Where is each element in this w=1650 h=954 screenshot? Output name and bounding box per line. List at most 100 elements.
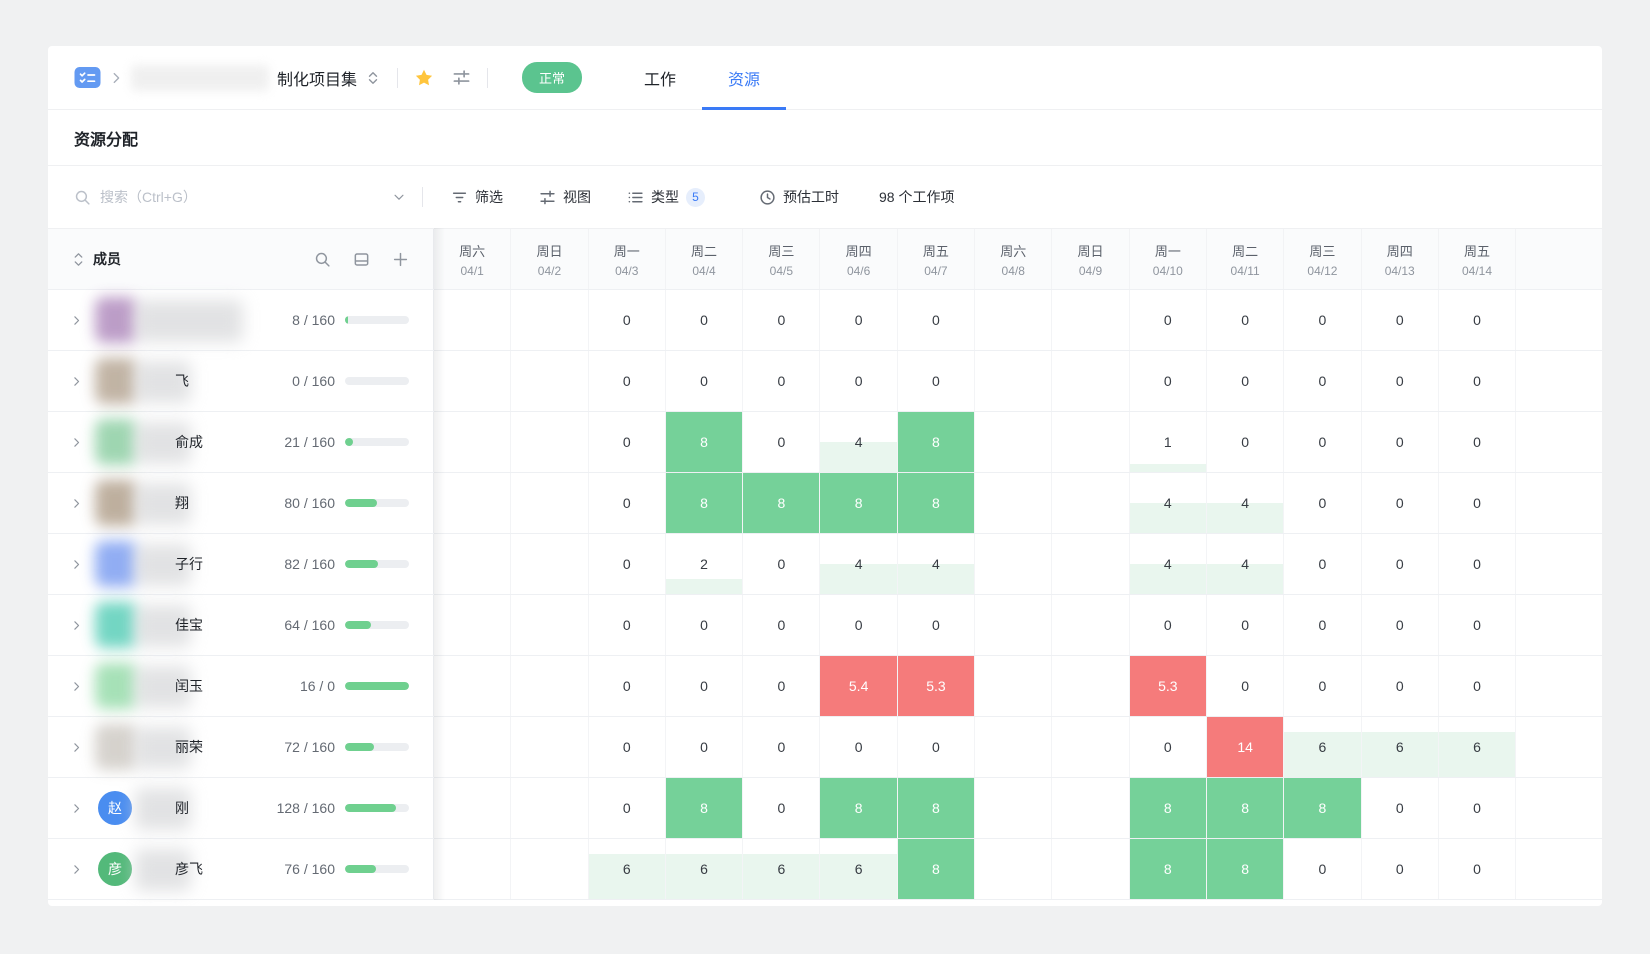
hour-cell[interactable]: 0	[1439, 778, 1517, 838]
hour-cell[interactable]	[434, 534, 512, 594]
hour-cell[interactable]: 1	[1129, 412, 1207, 472]
adjust-settings-icon[interactable]	[452, 68, 471, 87]
hour-cell[interactable]	[434, 473, 512, 533]
hour-cell[interactable]: 0	[1439, 473, 1517, 533]
hour-cell[interactable]	[434, 290, 512, 350]
hour-cell[interactable]: 6	[1361, 717, 1439, 777]
hour-cell[interactable]: 0	[1207, 412, 1285, 472]
hour-cell[interactable]: 0	[898, 717, 976, 777]
hour-cell[interactable]: 0	[1362, 534, 1439, 594]
date-header-cell[interactable]: 周二 04/11	[1207, 229, 1285, 289]
member-cell[interactable]: 子行 82 / 160	[48, 534, 434, 594]
hour-cell[interactable]	[1052, 290, 1130, 350]
hour-cell[interactable]	[1052, 656, 1130, 716]
hour-cell[interactable]: 0	[1439, 656, 1517, 716]
hour-cell[interactable]: 0	[589, 290, 666, 350]
hour-cell[interactable]: 8	[1129, 778, 1207, 838]
hour-cell[interactable]	[975, 473, 1053, 533]
hour-cell[interactable]: 0	[1284, 534, 1362, 594]
hour-cell[interactable]: 0	[820, 595, 898, 655]
hour-cell[interactable]: 4	[1129, 534, 1207, 594]
member-cell[interactable]: 翔 80 / 160	[48, 473, 434, 533]
hour-cell[interactable]: 0	[666, 351, 744, 411]
hour-cell[interactable]: 0	[743, 412, 821, 472]
hour-cell[interactable]: 4	[820, 412, 898, 472]
hour-cell[interactable]: 0	[743, 778, 821, 838]
member-cell[interactable]: 8 / 160	[48, 290, 434, 350]
hour-cell[interactable]	[511, 839, 589, 899]
hour-cell[interactable]: 0	[743, 351, 821, 411]
hour-cell[interactable]: 6	[588, 839, 666, 899]
hour-cell[interactable]	[511, 351, 589, 411]
hour-cell[interactable]	[434, 412, 512, 472]
hour-cell[interactable]: 0	[1362, 595, 1439, 655]
hour-cell[interactable]	[975, 656, 1053, 716]
hour-cell[interactable]: 4	[1206, 473, 1285, 533]
hour-cell[interactable]	[511, 473, 589, 533]
hour-cell[interactable]: 6	[1284, 717, 1362, 777]
chevron-down-icon[interactable]	[392, 190, 406, 204]
hour-cell[interactable]	[975, 839, 1053, 899]
hour-cell[interactable]: 0	[589, 534, 666, 594]
hour-cell[interactable]: 0	[589, 717, 666, 777]
expand-chevron-icon[interactable]	[70, 436, 83, 449]
hour-cell[interactable]: 2	[665, 534, 744, 594]
hour-cell[interactable]	[975, 351, 1053, 411]
hour-cell[interactable]: 8	[897, 839, 976, 899]
date-header-cell[interactable]: 周五 04/14	[1439, 229, 1517, 289]
hour-cell[interactable]: 0	[1439, 595, 1517, 655]
hour-cell[interactable]	[511, 534, 589, 594]
hour-cell[interactable]: 0	[1362, 778, 1439, 838]
hour-cell[interactable]	[511, 290, 589, 350]
hour-cell[interactable]: 0	[1439, 290, 1517, 350]
date-header-cell[interactable]: 周日 04/9	[1052, 229, 1130, 289]
hour-cell[interactable]: 0	[820, 717, 898, 777]
member-cell[interactable]: 佳宝 64 / 160	[48, 595, 434, 655]
hour-cell[interactable]	[1052, 778, 1130, 838]
hour-cell[interactable]: 0	[898, 351, 976, 411]
hour-cell[interactable]: 0	[589, 412, 666, 472]
hour-cell[interactable]: 8	[897, 473, 976, 533]
hour-cell[interactable]	[1052, 351, 1130, 411]
expand-chevron-icon[interactable]	[70, 558, 83, 571]
hour-cell[interactable]: 8	[1206, 839, 1285, 899]
hour-cell[interactable]	[975, 595, 1053, 655]
hour-cell[interactable]: 0	[666, 656, 744, 716]
hour-cell[interactable]: 5.3	[1129, 656, 1207, 716]
hour-cell[interactable]	[1052, 839, 1130, 899]
hour-cell[interactable]: 0	[1439, 412, 1517, 472]
hour-cell[interactable]: 0	[1439, 351, 1517, 411]
hour-cell[interactable]: 4	[820, 534, 898, 594]
hour-cell[interactable]: 8	[1129, 839, 1207, 899]
expand-chevron-icon[interactable]	[70, 802, 83, 815]
hour-cell[interactable]: 0	[820, 351, 898, 411]
hour-cell[interactable]: 6	[665, 839, 744, 899]
status-badge[interactable]: 正常	[522, 62, 583, 93]
hour-cell[interactable]: 0	[1362, 412, 1439, 472]
hour-cell[interactable]	[434, 778, 512, 838]
hour-cell[interactable]: 8	[665, 778, 744, 838]
layout-card-icon[interactable]	[353, 251, 370, 268]
date-header-cell[interactable]: 周日 04/2	[511, 229, 589, 289]
expand-chevron-icon[interactable]	[70, 680, 83, 693]
hour-cell[interactable]: 0	[589, 595, 666, 655]
hour-cell[interactable]: 4	[1206, 534, 1285, 594]
hour-cell[interactable]	[1052, 717, 1130, 777]
expand-chevron-icon[interactable]	[70, 375, 83, 388]
hour-cell[interactable]: 0	[1284, 473, 1362, 533]
hour-cell[interactable]	[434, 595, 512, 655]
tab-work[interactable]: 工作	[644, 71, 677, 89]
hour-cell[interactable]: 8	[1206, 778, 1285, 838]
hour-cell[interactable]	[975, 412, 1053, 472]
hour-cell[interactable]	[975, 534, 1053, 594]
hour-cell[interactable]: 4	[1129, 473, 1207, 533]
date-header-cell[interactable]: 周三 04/5	[743, 229, 821, 289]
hour-cell[interactable]: 8	[665, 473, 744, 533]
hour-cell[interactable]: 0	[589, 656, 666, 716]
hour-cell[interactable]: 6	[820, 839, 898, 899]
hour-cell[interactable]: 0	[743, 717, 821, 777]
hour-cell[interactable]: 0	[1362, 656, 1439, 716]
hour-cell[interactable]: 0	[1284, 290, 1362, 350]
hour-cell[interactable]	[511, 412, 589, 472]
view-button[interactable]: 视图	[539, 187, 591, 207]
